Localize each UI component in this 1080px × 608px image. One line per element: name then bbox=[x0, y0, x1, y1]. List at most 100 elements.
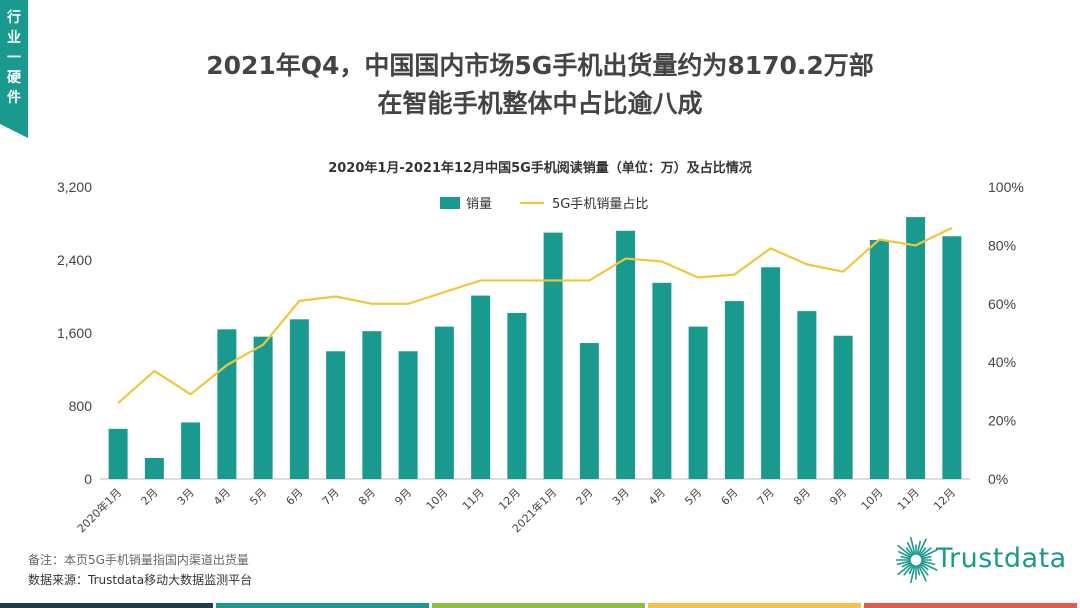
sunburst-ray bbox=[903, 563, 914, 576]
bar bbox=[688, 326, 708, 479]
bar bbox=[181, 422, 201, 479]
x-tick-label: 10月 bbox=[424, 486, 451, 513]
sunburst-ray bbox=[921, 555, 932, 560]
bar bbox=[797, 311, 817, 479]
sunburst-ray bbox=[897, 544, 913, 558]
data-source: 数据来源：Trustdata移动大数据监测平台 bbox=[28, 573, 253, 587]
bar bbox=[507, 312, 527, 479]
x-tick-label: 4月 bbox=[646, 486, 668, 508]
x-tick-label: 9月 bbox=[392, 486, 414, 508]
legend-bar-label: 销量 bbox=[466, 197, 492, 212]
bar bbox=[289, 319, 309, 479]
x-tick-label: 6月 bbox=[284, 486, 306, 508]
x-tick-label: 12月 bbox=[496, 486, 523, 513]
bar bbox=[398, 351, 418, 479]
sunburst-ray bbox=[920, 549, 938, 559]
page-subtitle: 在智能手机整体中占比逾八成 bbox=[377, 89, 703, 118]
sunburst-ray bbox=[919, 547, 932, 558]
footer-segment bbox=[432, 603, 645, 608]
sunburst-ray bbox=[910, 536, 916, 555]
x-tick-label: 7月 bbox=[755, 486, 777, 508]
bar bbox=[616, 230, 636, 479]
y-left-tick-label: 2,400 bbox=[57, 252, 92, 268]
section-tab: 行业一硬件 bbox=[0, 0, 28, 138]
chart-title: 2020年1月-2021年12月中国5G手机阅读销量（单位：万）及占比情况 bbox=[328, 160, 752, 176]
bar bbox=[906, 217, 926, 480]
x-tick-label: 5月 bbox=[682, 486, 704, 508]
sunburst-ray bbox=[910, 565, 916, 584]
y-right-tick-label: 80% bbox=[988, 237, 1016, 253]
bar bbox=[253, 336, 273, 479]
sunburst-ray bbox=[920, 561, 938, 571]
bar bbox=[217, 329, 237, 479]
x-tick-label: 8月 bbox=[791, 486, 813, 508]
section-tab-label: 行业一硬件 bbox=[7, 10, 21, 106]
bar bbox=[543, 232, 563, 479]
sunburst-ray bbox=[897, 562, 913, 576]
legend-line-label: 5G手机销量占比 bbox=[552, 197, 648, 212]
bar bbox=[362, 331, 382, 479]
sunburst-ray bbox=[917, 564, 927, 582]
y-right-tick-label: 100% bbox=[988, 179, 1024, 195]
y-right-tick-label: 40% bbox=[988, 354, 1016, 370]
x-tick-label: 11月 bbox=[895, 486, 922, 513]
x-tick-label: 2月 bbox=[574, 486, 596, 508]
y-right-tick-label: 0% bbox=[988, 471, 1008, 487]
x-tick-label: 2020年1月 bbox=[74, 485, 124, 535]
sunburst-ray bbox=[919, 562, 929, 571]
x-tick-label: 11月 bbox=[460, 486, 487, 513]
sunburst-ray bbox=[896, 560, 911, 566]
legend-bar-swatch bbox=[440, 197, 460, 209]
bar bbox=[724, 301, 744, 479]
y-left-tick-label: 3,200 bbox=[57, 179, 92, 195]
footer-segment bbox=[0, 603, 213, 608]
x-tick-label: 9月 bbox=[827, 486, 849, 508]
sunburst-ray bbox=[901, 561, 912, 568]
x-tick-label: 3月 bbox=[610, 486, 632, 508]
sunburst-ray bbox=[906, 542, 915, 556]
bar bbox=[652, 282, 672, 479]
y-left-tick-label: 0 bbox=[84, 471, 92, 487]
y-left-tick-label: 800 bbox=[69, 398, 93, 414]
bar bbox=[579, 343, 599, 479]
share-line bbox=[117, 226, 953, 404]
bar bbox=[434, 326, 454, 479]
sunburst-ray bbox=[898, 550, 912, 559]
x-tick-label: 4月 bbox=[211, 486, 233, 508]
x-tick-label: 7月 bbox=[320, 486, 342, 508]
x-tick-label: 2月 bbox=[139, 486, 161, 508]
sunburst-icon bbox=[892, 536, 938, 584]
footer-segment bbox=[864, 603, 1077, 608]
section-tab-notch bbox=[0, 124, 28, 138]
bar bbox=[761, 267, 781, 479]
sunburst-ray bbox=[918, 563, 929, 576]
bar bbox=[869, 239, 889, 479]
sunburst-ray bbox=[916, 540, 922, 555]
x-tick-label: 10月 bbox=[859, 486, 886, 513]
sunburst-ray bbox=[917, 538, 927, 556]
trustdata-logo: Trustdata bbox=[892, 535, 1068, 585]
footer-segment bbox=[648, 603, 861, 608]
footer-color-bar bbox=[0, 603, 1080, 608]
page-title: 2021年Q4，中国国内市场5G手机出货量约为8170.2万部 bbox=[206, 51, 874, 80]
bar bbox=[144, 458, 164, 479]
bar bbox=[942, 236, 962, 479]
y-right-tick-label: 60% bbox=[988, 296, 1016, 312]
x-tick-label: 8月 bbox=[356, 486, 378, 508]
y-right-tick-label: 20% bbox=[988, 413, 1016, 429]
sunburst-ray bbox=[900, 555, 911, 560]
y-left-tick-label: 1,600 bbox=[57, 325, 92, 341]
x-tick-label: 3月 bbox=[175, 486, 197, 508]
sunburst-ray bbox=[905, 547, 914, 557]
logo-wordmark: Trustdata bbox=[936, 543, 1067, 574]
sunburst-ray bbox=[908, 564, 915, 575]
sunburst-ray bbox=[918, 547, 927, 557]
bar bbox=[833, 335, 853, 479]
footer-segment bbox=[216, 603, 429, 608]
sunburst-ray bbox=[916, 565, 921, 576]
bar bbox=[108, 428, 128, 479]
bar bbox=[326, 351, 346, 479]
x-tick-label: 5月 bbox=[247, 486, 269, 508]
x-tick-label: 6月 bbox=[719, 486, 741, 508]
footnote: 备注：本页5G手机销量指国内渠道出货量 bbox=[28, 553, 249, 567]
